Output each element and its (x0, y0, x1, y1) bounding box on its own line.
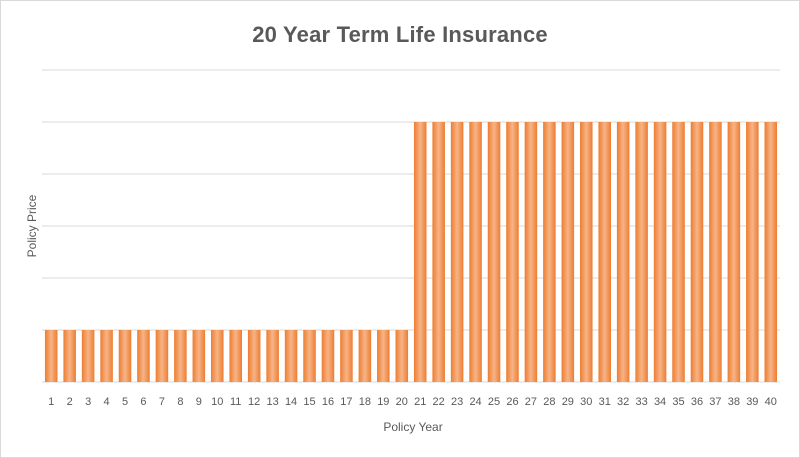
bar-year-35 (672, 122, 685, 382)
x-tick-label: 22 (433, 396, 445, 408)
bar-year-11 (229, 330, 242, 382)
x-tick-label: 9 (196, 396, 202, 408)
bar-year-21 (413, 122, 427, 382)
bar-year-32 (616, 122, 630, 382)
bar-year-24 (469, 122, 482, 382)
bar-year-22 (432, 122, 445, 382)
x-tick-label: 13 (267, 396, 279, 408)
x-tick-label: 34 (654, 396, 666, 408)
bar-year-28 (543, 122, 556, 382)
x-tick-label: 40 (765, 396, 777, 408)
x-tick-label: 2 (67, 396, 73, 408)
chart-title: 20 Year Term Life Insurance (252, 22, 548, 47)
x-tick-label: 32 (617, 396, 629, 408)
x-tick-label: 23 (451, 396, 463, 408)
bar-year-7 (155, 330, 169, 382)
bar-year-19 (377, 330, 390, 382)
bar-year-23 (450, 122, 464, 382)
bar-year-36 (690, 122, 704, 382)
bar-year-6 (137, 330, 150, 382)
gridlines (42, 69, 780, 383)
x-tick-label: 35 (672, 396, 684, 408)
x-tick-label: 31 (599, 396, 611, 408)
bar-year-18 (358, 330, 372, 382)
bar-year-14 (284, 330, 298, 382)
bar-year-8 (174, 330, 187, 382)
bar-year-5 (118, 330, 132, 382)
bar-year-26 (506, 122, 519, 382)
x-axis-title: Policy Year (383, 420, 442, 434)
x-tick-label: 29 (562, 396, 574, 408)
x-tick-label: 7 (159, 396, 165, 408)
x-tick-label: 12 (248, 396, 260, 408)
bar-year-37 (709, 122, 722, 382)
x-tick-label: 8 (177, 396, 183, 408)
x-tick-labels: 1 2 3 4 5 6 7 8 9 10 11 12 13 14 15 16 17 18 19 20 21 22 23 24 2… (48, 396, 777, 408)
x-tick-label: 39 (746, 396, 758, 408)
bar-year-1 (44, 330, 58, 382)
x-tick-label: 38 (728, 396, 740, 408)
x-tick-label: 11 (230, 396, 241, 408)
bar-year-30 (580, 122, 593, 382)
bar-year-31 (598, 122, 611, 382)
bar-year-38 (727, 122, 741, 382)
x-tick-label: 26 (506, 396, 518, 408)
x-tick-label: 1 (48, 396, 54, 408)
bar-year-34 (653, 122, 667, 382)
bars (44, 122, 778, 382)
bar-year-10 (211, 330, 224, 382)
x-tick-label: 25 (488, 396, 500, 408)
bar-year-16 (321, 330, 335, 382)
x-tick-label: 4 (104, 396, 110, 408)
y-axis-title: Policy Price (25, 194, 39, 257)
x-tick-label: 33 (636, 396, 648, 408)
x-tick-label: 18 (359, 396, 371, 408)
x-tick-label: 17 (340, 396, 352, 408)
bar-year-12 (247, 330, 261, 382)
bar-year-33 (635, 122, 648, 382)
x-tick-label: 19 (377, 396, 389, 408)
x-tick-label: 27 (525, 396, 537, 408)
bar-year-3 (81, 330, 95, 382)
x-tick-label: 30 (580, 396, 592, 408)
bar-year-25 (487, 122, 501, 382)
bar-year-15 (303, 330, 316, 382)
x-tick-label: 37 (709, 396, 721, 408)
x-tick-label: 16 (322, 396, 334, 408)
x-tick-label: 5 (122, 396, 128, 408)
bar-year-13 (266, 330, 279, 382)
x-tick-label: 24 (469, 396, 481, 408)
x-tick-label: 10 (211, 396, 223, 408)
x-tick-label: 36 (691, 396, 703, 408)
bar-year-2 (63, 330, 76, 382)
x-tick-label: 3 (85, 396, 91, 408)
bar-year-9 (192, 330, 206, 382)
bar-year-39 (746, 122, 759, 382)
bar-year-29 (561, 122, 575, 382)
x-tick-label: 14 (285, 396, 297, 408)
x-tick-label: 28 (543, 396, 555, 408)
bar-year-17 (340, 330, 353, 382)
x-tick-label: 21 (414, 396, 426, 408)
x-tick-label: 6 (140, 396, 146, 408)
bar-year-20 (395, 330, 409, 382)
bar-year-4 (100, 330, 113, 382)
x-tick-label: 15 (303, 396, 315, 408)
bar-year-27 (524, 122, 538, 382)
x-tick-label: 20 (396, 396, 408, 408)
bar-year-40 (764, 122, 778, 382)
